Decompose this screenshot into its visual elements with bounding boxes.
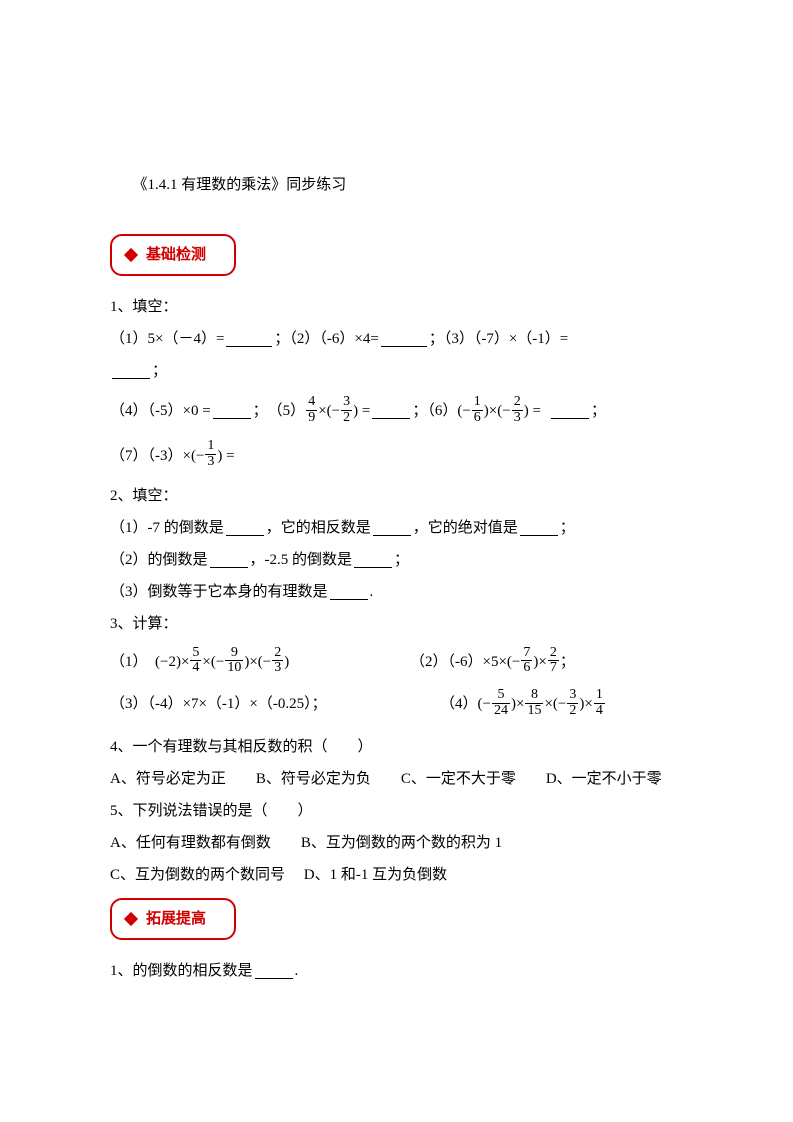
q6a: 1、的倒数的相反数是 (110, 956, 253, 986)
q5-l1: A、任何有理数都有倒数 B、互为倒数的两个数的积为 1 (110, 828, 683, 858)
diamond-icon (124, 248, 138, 262)
q1-head: 1、填空： (110, 292, 683, 322)
q2-l3: （3）倒数等于它本身的有理数是 . (110, 577, 683, 607)
q3-head: 3、计算： (110, 609, 683, 639)
q1-l3b: ) = (217, 441, 234, 471)
q3-p1d: ) (284, 647, 289, 677)
frac-9-10: 910 (225, 646, 243, 676)
frac-8-15: 815 (525, 688, 543, 718)
blank (210, 552, 248, 568)
q2-l3a: （3）倒数等于它本身的有理数是 (110, 577, 328, 607)
q3-row2: （3）（-4）×7×（-1）×（-0.25）； （4）(− 524 )× 815… (110, 689, 683, 719)
q1-line2: （4）（-5）×0 = ； （5） 49 ×(− 32 ) = ；（6）(− 1… (110, 396, 683, 426)
q4-head: 4、一个有理数与其相反数的积（ ） (110, 732, 683, 762)
q2-l2a: （2）的倒数是 (110, 545, 208, 575)
q2-l3b: . (370, 577, 374, 607)
frac-1-4: 14 (594, 688, 605, 718)
q3-p4c: ×(− (544, 689, 566, 719)
section1-label: 基础检测 (146, 240, 206, 270)
q3-p1a: （1） (−2)× (110, 647, 189, 677)
blank (226, 520, 264, 536)
q3-p4b: )× (511, 689, 524, 719)
q1-l2d: ；（6）(− (412, 396, 470, 426)
section-badge-ext: 拓展提高 (110, 898, 236, 940)
q6b: . (295, 956, 299, 986)
blank (520, 520, 558, 536)
q2-l1c: ，它的绝对值是 (413, 513, 518, 543)
frac-2-3: 23 (512, 395, 523, 425)
blank (330, 584, 368, 600)
q1-line1: （1）5×（－4）= ；（2）（-6）×4= ；（3）（-7）×（-1）= (110, 324, 683, 354)
q1-l1c: ；（3）（-7）×（-1）= (429, 324, 568, 354)
q3-row1: （1） (−2)× 54 ×(− 910 )×(− 23 ) （2）（-6）×5… (110, 647, 683, 677)
worksheet-page: 《1.4.1 有理数的乘法》同步练习 基础检测 1、填空： （1）5×（－4）=… (0, 0, 793, 1048)
q3-p2b: )× (533, 647, 546, 677)
q1-l1b: ；（2）（-6）×4= (274, 324, 378, 354)
frac-1-6: 16 (472, 395, 483, 425)
q3-p1b: ×(− (202, 647, 224, 677)
section-badge-basic: 基础检测 (110, 234, 236, 276)
blank (226, 331, 272, 347)
q2-l2c: ； (394, 545, 409, 575)
q1-l2b: ； （5） (253, 396, 306, 426)
q3-p3t: （3）（-4）×7×（-1）×（-0.25）； (110, 689, 327, 719)
q5-head: 5、下列说法错误的是（ ） (110, 796, 683, 826)
q1-l2a: （4）（-5）×0 = (110, 396, 211, 426)
q3-p1: （1） (−2)× 54 ×(− 910 )×(− 23 ) (110, 647, 410, 677)
q3-p1c: )×(− (244, 647, 271, 677)
q2-l2b: ，-2.5 的倒数是 (250, 545, 353, 575)
q2-head: 2、填空： (110, 481, 683, 511)
frac-3-2b: 32 (567, 688, 578, 718)
q3-p4d: )× (579, 689, 592, 719)
q1-l2e: )×(− (484, 396, 511, 426)
frac-5-24: 524 (492, 688, 510, 718)
q2-l1b: ，它的相反数是 (266, 513, 371, 543)
q6: 1、的倒数的相反数是 . (110, 956, 683, 986)
q1-line3: （7）（-3）×(− 13 ) = (110, 440, 683, 470)
frac-5-4: 54 (190, 646, 201, 676)
blank (112, 363, 150, 379)
frac-7-6: 76 (521, 646, 532, 676)
q1-l1end: ； (152, 356, 167, 386)
q2-l1: （1）-7 的倒数是 ，它的相反数是 ，它的绝对值是 ； (110, 513, 683, 543)
q1-line1b: ； (110, 356, 683, 386)
q3-p2a: （2）（-6）×5×(− (410, 647, 520, 677)
q1-l2c: ) = (353, 396, 370, 426)
q2-l2: （2）的倒数是 ，-2.5 的倒数是 ； (110, 545, 683, 575)
frac-2-3b: 23 (272, 646, 283, 676)
page-title: 《1.4.1 有理数的乘法》同步练习 (110, 170, 683, 200)
section2-label: 拓展提高 (146, 904, 206, 934)
blank (354, 552, 392, 568)
q1-l2end: ； (591, 396, 606, 426)
blank (373, 520, 411, 536)
q3-p2: （2）（-6）×5×(− 76 )× 27 ； (410, 647, 575, 677)
blank (255, 963, 293, 979)
q3-p3: （3）（-4）×7×（-1）×（-0.25）； (110, 689, 440, 719)
q1-l3a: （7）（-3）×(− (110, 441, 204, 471)
q1-l2f: ) = (524, 396, 541, 426)
q2-l1a: （1）-7 的倒数是 (110, 513, 224, 543)
frac-2-7: 27 (548, 646, 559, 676)
blank (551, 403, 589, 419)
diamond-icon (124, 911, 138, 925)
q1-l1a: （1）5×（－4）= (110, 324, 224, 354)
blank (213, 403, 251, 419)
q3-p4: （4）(− 524 )× 815 ×(− 32 )× 14 (440, 689, 606, 719)
q2-l1d: ； (560, 513, 575, 543)
q5-l2: C、互为倒数的两个数同号 D、1 和-1 互为负倒数 (110, 860, 683, 890)
frac-3-2: 32 (341, 395, 352, 425)
q4-opts: A、符号必定为正 B、符号必定为负 C、一定不大于零 D、一定不小于零 (110, 764, 683, 794)
q3-p4a: （4）(− (440, 689, 491, 719)
blank (372, 403, 410, 419)
frac-4-9: 49 (306, 395, 317, 425)
frac-1-3: 13 (205, 439, 216, 469)
q3-p2c: ； (560, 647, 575, 677)
q1-l2mid: ×(− (318, 396, 340, 426)
blank (381, 331, 427, 347)
